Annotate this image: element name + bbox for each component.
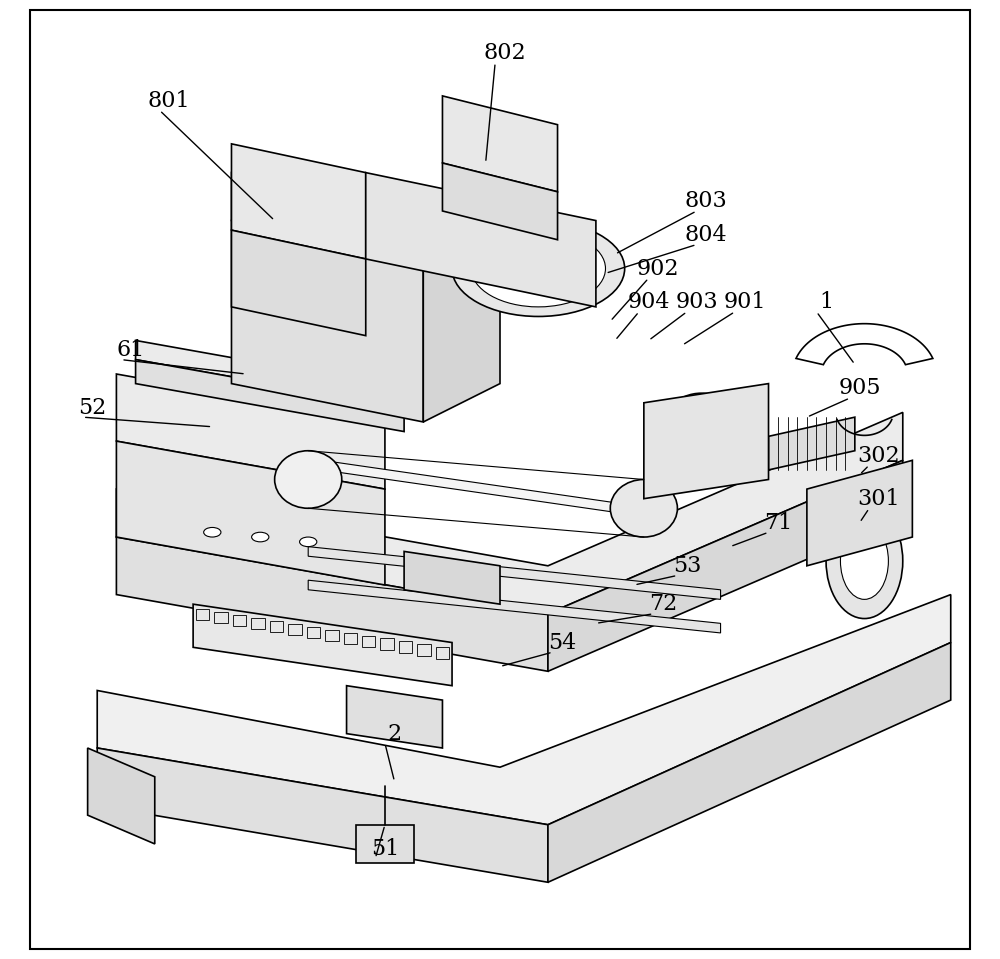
Text: 801: 801 — [148, 90, 190, 111]
Polygon shape — [116, 412, 903, 614]
Text: 301: 301 — [857, 488, 900, 509]
Text: 302: 302 — [857, 445, 900, 466]
Text: 52: 52 — [78, 397, 107, 418]
Ellipse shape — [452, 221, 625, 316]
Text: 803: 803 — [685, 191, 728, 212]
Polygon shape — [442, 96, 558, 192]
Ellipse shape — [673, 408, 730, 465]
Text: 71: 71 — [764, 512, 792, 533]
Polygon shape — [807, 460, 912, 566]
Ellipse shape — [300, 537, 317, 547]
Polygon shape — [289, 456, 653, 518]
Text: 61: 61 — [117, 339, 145, 361]
Bar — [356, 825, 414, 863]
Polygon shape — [116, 374, 385, 489]
Polygon shape — [423, 221, 500, 422]
Bar — [399, 642, 412, 653]
Bar — [380, 639, 394, 650]
Ellipse shape — [658, 393, 745, 480]
Text: 902: 902 — [637, 258, 679, 279]
Text: 804: 804 — [685, 224, 727, 246]
Bar — [417, 644, 431, 656]
Ellipse shape — [610, 480, 677, 537]
Ellipse shape — [471, 230, 605, 307]
Bar — [362, 636, 375, 647]
Text: 54: 54 — [548, 632, 576, 653]
Text: 2: 2 — [387, 723, 402, 744]
Polygon shape — [308, 580, 721, 633]
Text: 53: 53 — [673, 555, 701, 576]
Text: 901: 901 — [723, 292, 766, 313]
Polygon shape — [97, 748, 548, 882]
Ellipse shape — [204, 527, 221, 537]
Bar — [344, 633, 357, 644]
Polygon shape — [442, 163, 558, 240]
Polygon shape — [88, 748, 155, 844]
Polygon shape — [769, 417, 855, 470]
Text: 905: 905 — [838, 378, 881, 399]
Bar — [325, 630, 339, 642]
Ellipse shape — [826, 503, 903, 619]
Ellipse shape — [252, 532, 269, 542]
Polygon shape — [231, 221, 423, 422]
Ellipse shape — [275, 451, 342, 508]
Text: 903: 903 — [675, 292, 718, 313]
Text: 51: 51 — [371, 838, 399, 859]
Bar — [251, 618, 265, 629]
Ellipse shape — [840, 523, 888, 599]
Polygon shape — [644, 384, 769, 499]
Polygon shape — [136, 340, 404, 408]
Bar — [288, 623, 302, 635]
Text: 1: 1 — [819, 292, 833, 313]
Polygon shape — [796, 324, 933, 364]
Bar — [270, 620, 283, 632]
Polygon shape — [136, 360, 404, 432]
Bar — [214, 612, 228, 623]
Text: 802: 802 — [483, 42, 526, 63]
Polygon shape — [231, 230, 366, 336]
Polygon shape — [231, 144, 366, 259]
Bar — [196, 609, 209, 620]
Polygon shape — [116, 441, 385, 585]
Bar — [233, 615, 246, 626]
Polygon shape — [97, 595, 951, 825]
Polygon shape — [308, 547, 721, 599]
Polygon shape — [548, 460, 903, 671]
Polygon shape — [347, 686, 442, 748]
Polygon shape — [116, 537, 548, 671]
Polygon shape — [231, 173, 423, 259]
Polygon shape — [404, 551, 500, 604]
Text: 904: 904 — [627, 292, 670, 313]
Polygon shape — [193, 604, 452, 686]
Polygon shape — [548, 643, 951, 882]
Bar — [436, 647, 449, 659]
Text: 72: 72 — [649, 594, 677, 615]
Bar — [307, 626, 320, 638]
Polygon shape — [366, 173, 596, 307]
